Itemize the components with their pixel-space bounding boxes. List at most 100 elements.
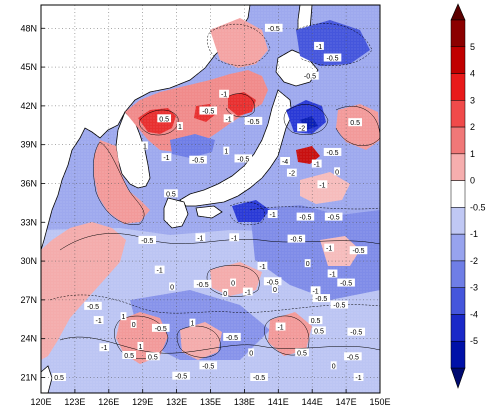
contour-label-bg [223,114,234,123]
colorbar-segment [450,100,466,128]
contour-label: -0.5 [337,278,355,288]
contour-label-text: -2 [299,125,305,132]
contour-label: -1 [161,153,172,162]
contour-label-text: 0.5 [350,120,360,127]
contour-label: -0.5 [84,301,102,311]
contour-label: -1 [310,286,321,295]
colorbar-segment [450,260,466,288]
contour-label-text: 0.5 [311,318,321,325]
contour-label-bg [199,106,218,115]
contour-label-text: -1 [96,318,102,325]
contour-label: -0.5 [189,155,207,165]
colorbar-segment [450,73,466,101]
contour-label: -2 [297,123,307,132]
contour-label-bg [52,372,66,381]
contour-label: 0 [304,259,311,268]
contour-label-text: 0.5 [148,354,158,361]
lat-tick-label: 39N [20,140,37,150]
colorbar-segment [450,46,466,74]
contour-label-text: -0.5 [226,335,238,342]
lon-tick-label: 150E [369,397,390,407]
contour-label-bg [334,167,341,176]
contour-label-text: -0.5 [347,354,359,361]
contour-label-bg [219,89,229,98]
contour-label-bg [230,278,237,287]
contour-label-text: -0.5 [202,109,214,116]
colorbar-segment [450,287,466,315]
colorbar-label: -3 [470,283,478,293]
contour-label-text: -0.5 [87,304,99,311]
contour-label: 0.5 [157,114,172,123]
contour-label-bg [93,316,104,325]
contour-label: -1 [314,41,324,51]
lon-tick-label: 135E [200,397,221,407]
contour-label: -1 [223,114,234,123]
contour-label: 0.5 [295,348,309,357]
contour-label-bg [330,300,349,309]
contour-label-bg [347,327,366,336]
contour-label: -1 [275,322,286,332]
contour-label: 0.5 [164,189,178,198]
contour-label-bg [271,285,278,294]
contour-label: -0.5 [172,371,190,381]
contour-label-bg [264,23,283,32]
lat-tick-label: 45N [20,62,37,72]
contour-label-text: -1 [163,155,169,162]
contour-label-text: -1 [329,272,335,279]
contour-label-text: -0.5 [352,248,364,255]
contour-label-text: -0.5 [155,326,167,333]
contour-label-text: 0 [249,350,253,357]
contour-label-bg [287,234,306,243]
contour-label-bg [122,350,136,359]
contour-label: 1 [137,341,144,351]
lat-tick-label: 48N [20,23,37,33]
contour-label-text: 0 [223,291,227,298]
contour-label: -1 [257,261,268,271]
contour-label-text: 1 [122,314,126,321]
contour-label-bg [301,71,319,80]
contour-label-bg [189,155,207,164]
contour-label-bg [257,261,268,270]
contour-label: -1 [242,287,253,297]
contour-label-text: -0.5 [304,74,316,81]
lat-tick-label: 30N [20,256,37,266]
lat-tick-label: 24N [20,334,37,344]
contour-label-bg [344,352,362,361]
contour-label-bg [314,41,324,50]
contour-label-bg [234,154,253,163]
contour-label-text: -0.5 [268,26,280,33]
contour-label-bg [157,114,172,123]
contour-label-bg [280,156,290,165]
contour-label: 0 [248,348,255,357]
lon-tick-label: 132E [166,397,187,407]
colorbar-label: -1 [470,229,478,239]
contour-label-bg [250,372,268,381]
contour-label-text: -0.5 [237,156,249,163]
contour-label-text: -0.5 [328,215,340,222]
contour-label: -0.5 [223,332,241,342]
contour-label: -0.5 [199,361,218,370]
contour-label: -4 [280,156,290,166]
contour-label-bg [337,278,355,287]
contour-label: -0.5 [330,300,349,310]
contour-label-text: 0.5 [314,328,324,335]
colorbar-label: -4 [470,309,478,319]
colorbar-segment [450,19,466,48]
contour-label-text: -1 [270,212,276,219]
contour-label-bg [312,294,331,303]
lat-tick-label: 36N [20,178,37,188]
colorbar: 5 4 3 2 1 0 -0.5 -1 -2 -3 -4 -5 [450,3,486,389]
colorbar-label: 5 [470,42,475,52]
contour-label: -0.5 [287,234,306,244]
contour-label: -0.5 [264,23,283,33]
contour-label-bg [324,243,335,252]
contour-label-text: -0.5 [299,215,311,222]
contour-label: 0 [330,361,337,370]
contour-label: -0.5 [151,323,170,333]
contour-label: -1 [195,233,206,242]
contour-label-bg [267,210,278,219]
lon-tick-label: 147E [336,397,357,407]
lat-tick-label: 42N [20,101,37,111]
longitude-axis: 120E 123E 126E 129E 132E 135E 138E 141E 144E 147E… [30,389,391,407]
contour-label-bg [310,286,321,295]
